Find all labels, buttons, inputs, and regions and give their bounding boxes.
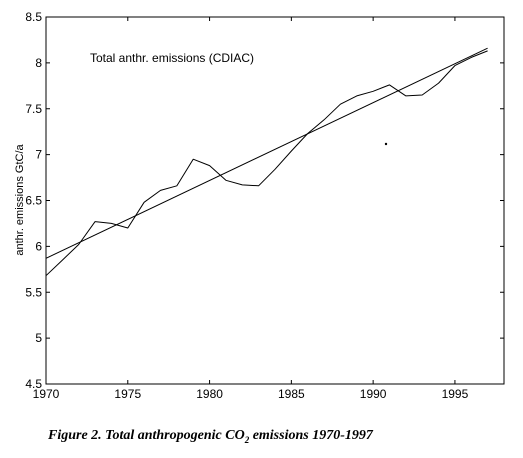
y-tick-label: 8.5 xyxy=(25,10,42,24)
chart: 1970 1975 1980 1985 1990 1995 4.5 5 5.5 6 6.5 7 7.5… xyxy=(14,10,505,401)
plot-area-frame xyxy=(45,16,505,385)
caption-suffix: emissions 1970-1997 xyxy=(249,428,373,443)
x-tick-label: 1970 xyxy=(33,387,60,401)
x-tick-label: 1985 xyxy=(278,387,305,401)
y-axis-label: anthr. emissions GtC/a xyxy=(14,143,26,255)
y-tick-label: 8 xyxy=(35,56,42,70)
y-tick-label: 6.5 xyxy=(25,194,42,208)
y-tick-label: 4.5 xyxy=(25,377,42,391)
y-axis-ticks: 4.5 5 5.5 6 6.5 7 7.5 8 8.5 xyxy=(25,10,504,391)
x-axis-ticks: 1970 1975 1980 1985 1990 1995 xyxy=(33,17,469,401)
x-tick-label: 1980 xyxy=(196,387,223,401)
x-tick-label: 1995 xyxy=(442,387,469,401)
x-tick-label: 1975 xyxy=(114,387,141,401)
x-tick-label: 1990 xyxy=(360,387,387,401)
y-tick-label: 5 xyxy=(35,331,42,345)
annotation-label: Total anthr. emissions (CDIAC) xyxy=(90,51,254,65)
stray-dot xyxy=(384,142,388,146)
y-tick-label: 7 xyxy=(35,148,42,162)
y-tick-label: 6 xyxy=(35,239,42,253)
caption-subscript: 2 xyxy=(244,434,250,445)
trend-line xyxy=(45,47,488,259)
y-tick-label: 5.5 xyxy=(25,285,42,299)
emissions-series-line xyxy=(45,50,488,277)
y-tick-label: 7.5 xyxy=(25,102,42,116)
figure-caption: Figure 2. Total anthropogenic CO2 emissi… xyxy=(48,428,373,445)
series-layer xyxy=(45,47,488,277)
caption-prefix: Figure 2. Total anthropogenic CO xyxy=(48,428,245,443)
